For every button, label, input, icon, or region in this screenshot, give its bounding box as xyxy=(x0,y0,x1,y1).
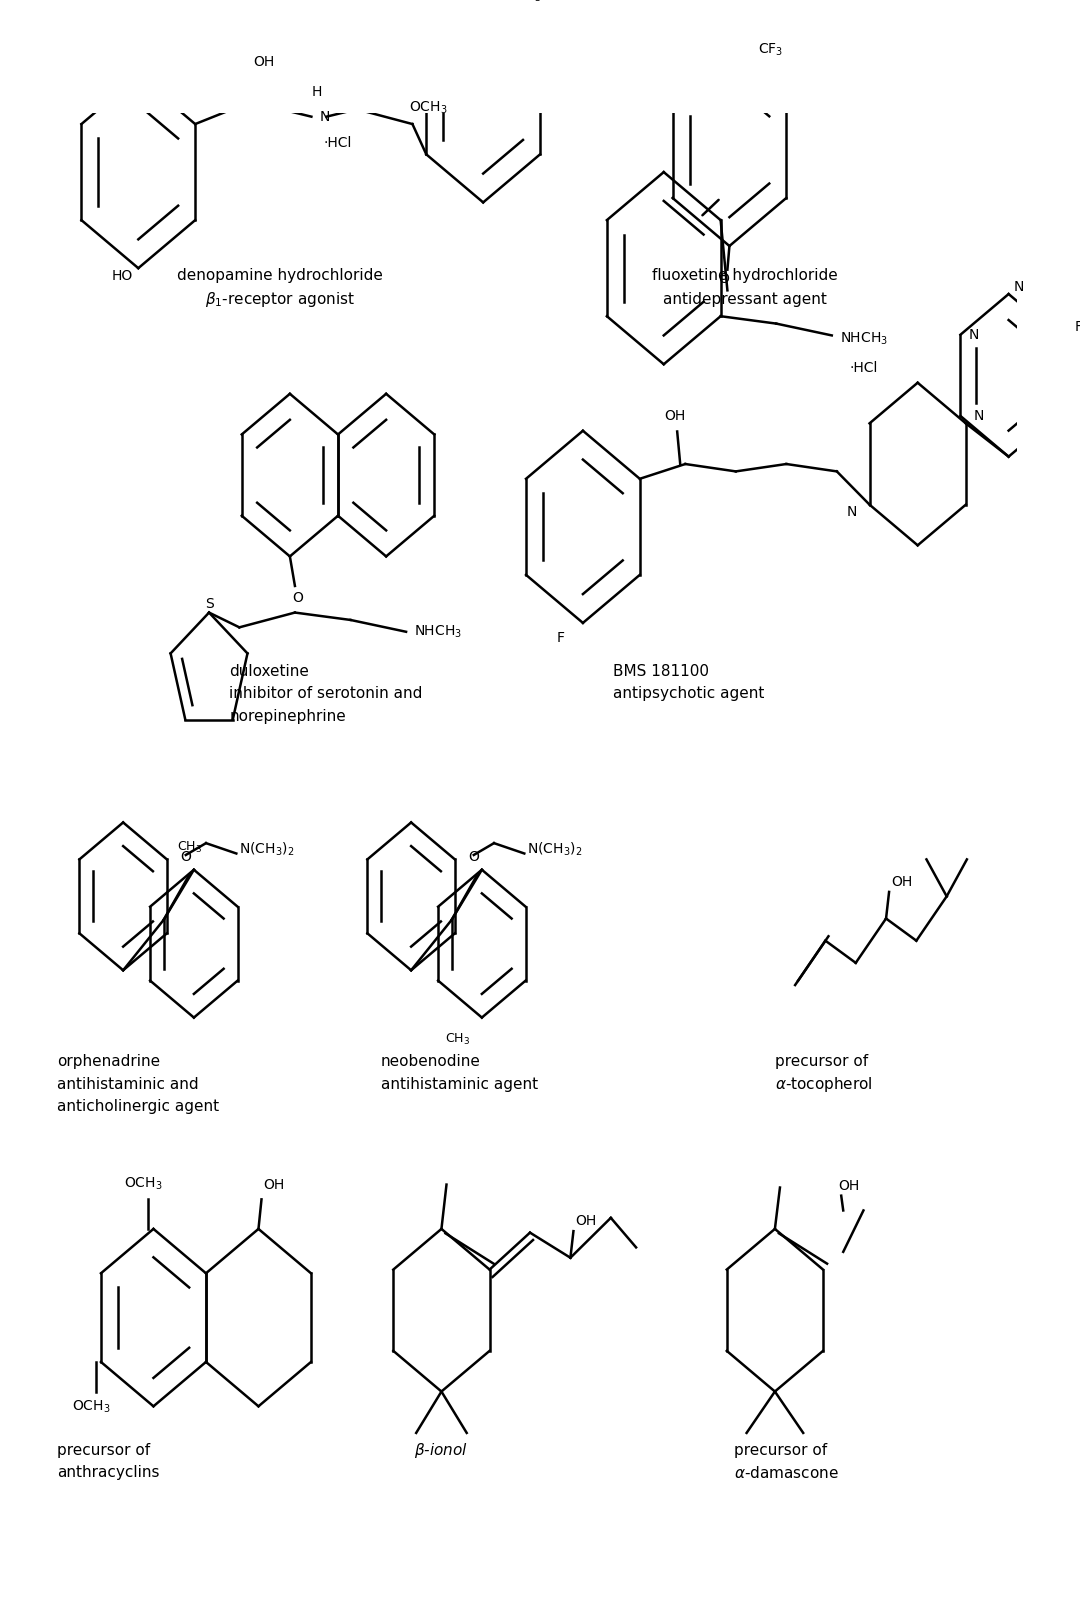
Text: OH: OH xyxy=(253,56,274,69)
Text: CH$_3$: CH$_3$ xyxy=(445,1032,470,1047)
Text: OH: OH xyxy=(664,409,686,422)
Text: NHCH$_3$: NHCH$_3$ xyxy=(414,623,462,639)
Text: NHCH$_3$: NHCH$_3$ xyxy=(840,331,888,347)
Text: $\alpha$-tocopherol: $\alpha$-tocopherol xyxy=(774,1074,873,1093)
Text: N: N xyxy=(969,328,978,342)
Text: N(CH$_3$)$_2$: N(CH$_3$)$_2$ xyxy=(240,841,295,858)
Text: F: F xyxy=(556,631,565,644)
Text: precursor of: precursor of xyxy=(774,1055,868,1069)
Text: OCH$_3$: OCH$_3$ xyxy=(124,1176,163,1192)
Text: OCH$_3$: OCH$_3$ xyxy=(71,1398,110,1416)
Text: fluoxetine hydrochloride: fluoxetine hydrochloride xyxy=(651,268,837,283)
Text: antidepressant agent: antidepressant agent xyxy=(663,292,826,307)
Text: CH$_3$: CH$_3$ xyxy=(177,841,202,855)
Text: OH: OH xyxy=(576,1214,597,1229)
Text: O: O xyxy=(469,850,480,865)
Text: N: N xyxy=(847,505,858,519)
Text: OCH$_3$: OCH$_3$ xyxy=(503,0,542,3)
Text: H: H xyxy=(311,85,322,99)
Text: $\alpha$-damascone: $\alpha$-damascone xyxy=(734,1465,839,1481)
Text: N: N xyxy=(974,409,984,423)
Text: orphenadrine: orphenadrine xyxy=(57,1055,161,1069)
Text: O: O xyxy=(293,591,303,604)
Text: OH: OH xyxy=(264,1178,285,1192)
Text: inhibitor of serotonin and: inhibitor of serotonin and xyxy=(229,687,422,702)
Text: anticholinergic agent: anticholinergic agent xyxy=(57,1099,219,1114)
Text: N: N xyxy=(1014,280,1024,294)
Text: ·HCl: ·HCl xyxy=(324,136,352,150)
Text: OCH$_3$: OCH$_3$ xyxy=(409,99,447,117)
Text: ·HCl: ·HCl xyxy=(850,361,878,376)
Text: $\beta_1$-receptor agonist: $\beta_1$-receptor agonist xyxy=(205,289,354,308)
Text: precursor of: precursor of xyxy=(57,1443,150,1457)
Text: N: N xyxy=(320,110,329,123)
Text: norepinephrine: norepinephrine xyxy=(229,708,346,724)
Text: O: O xyxy=(718,272,729,286)
Text: N(CH$_3$)$_2$: N(CH$_3$)$_2$ xyxy=(527,841,583,858)
Text: antihistaminic and: antihistaminic and xyxy=(57,1077,199,1091)
Text: anthracyclins: anthracyclins xyxy=(57,1465,160,1480)
Text: antihistaminic agent: antihistaminic agent xyxy=(381,1077,538,1091)
Text: neobenodine: neobenodine xyxy=(381,1055,481,1069)
Text: BMS 181100: BMS 181100 xyxy=(613,665,710,679)
Text: denopamine hydrochloride: denopamine hydrochloride xyxy=(177,268,382,283)
Text: O: O xyxy=(180,850,191,865)
Text: S: S xyxy=(205,596,214,610)
Text: CF$_3$: CF$_3$ xyxy=(758,42,783,58)
Text: F: F xyxy=(1075,320,1080,334)
Text: HO: HO xyxy=(112,268,133,283)
Text: $\beta$-ionol: $\beta$-ionol xyxy=(415,1441,469,1461)
Text: precursor of: precursor of xyxy=(734,1443,827,1457)
Text: antipsychotic agent: antipsychotic agent xyxy=(613,687,765,702)
Text: OH: OH xyxy=(891,876,913,888)
Text: duloxetine: duloxetine xyxy=(229,665,309,679)
Text: OH: OH xyxy=(838,1179,860,1192)
